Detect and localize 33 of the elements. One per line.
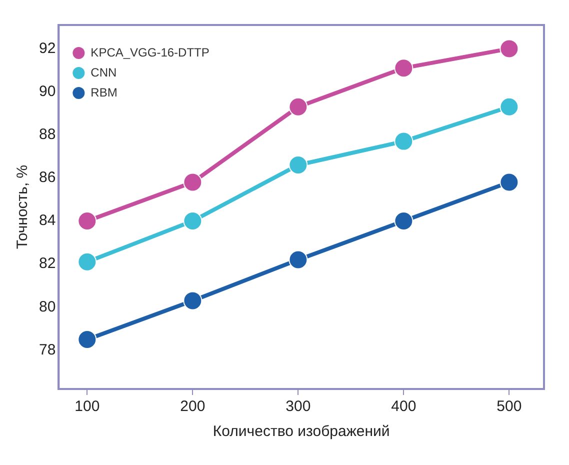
point (78, 252, 97, 272)
point (288, 250, 308, 270)
point (78, 212, 97, 230)
point (78, 330, 97, 349)
point (394, 132, 414, 151)
legend-label: KPCA_VGG-16-DTTP (90, 45, 210, 60)
point (500, 39, 519, 58)
y-tick-label: 80 (38, 298, 56, 316)
y-tick-label: 78 (38, 341, 56, 358)
point (394, 212, 414, 230)
legend-label: CNN (90, 65, 117, 80)
legend-label: RBM (90, 85, 118, 100)
y-axis-title: Точность, % (14, 164, 32, 250)
point (183, 212, 202, 230)
point (500, 97, 519, 116)
x-tick-label: 400 (391, 398, 416, 416)
x-axis-title: Количество изображений (212, 423, 390, 440)
y-tick-label: 84 (38, 212, 56, 230)
x-tick-label: 300 (286, 398, 311, 416)
y-tick-label: 92 (38, 40, 56, 57)
y-tick-label: 82 (38, 255, 56, 272)
point (183, 291, 202, 310)
point (288, 156, 308, 174)
x-tick-label: 200 (180, 398, 206, 416)
point (500, 172, 519, 192)
y-tick-label: 86 (38, 169, 56, 186)
point (183, 172, 202, 192)
x-tick-label: 500 (496, 398, 522, 416)
point (288, 97, 308, 116)
y-tick-label: 88 (38, 126, 56, 143)
y-tick-label: 90 (38, 82, 56, 100)
x-tick-label: 100 (74, 398, 100, 416)
point (394, 58, 414, 78)
